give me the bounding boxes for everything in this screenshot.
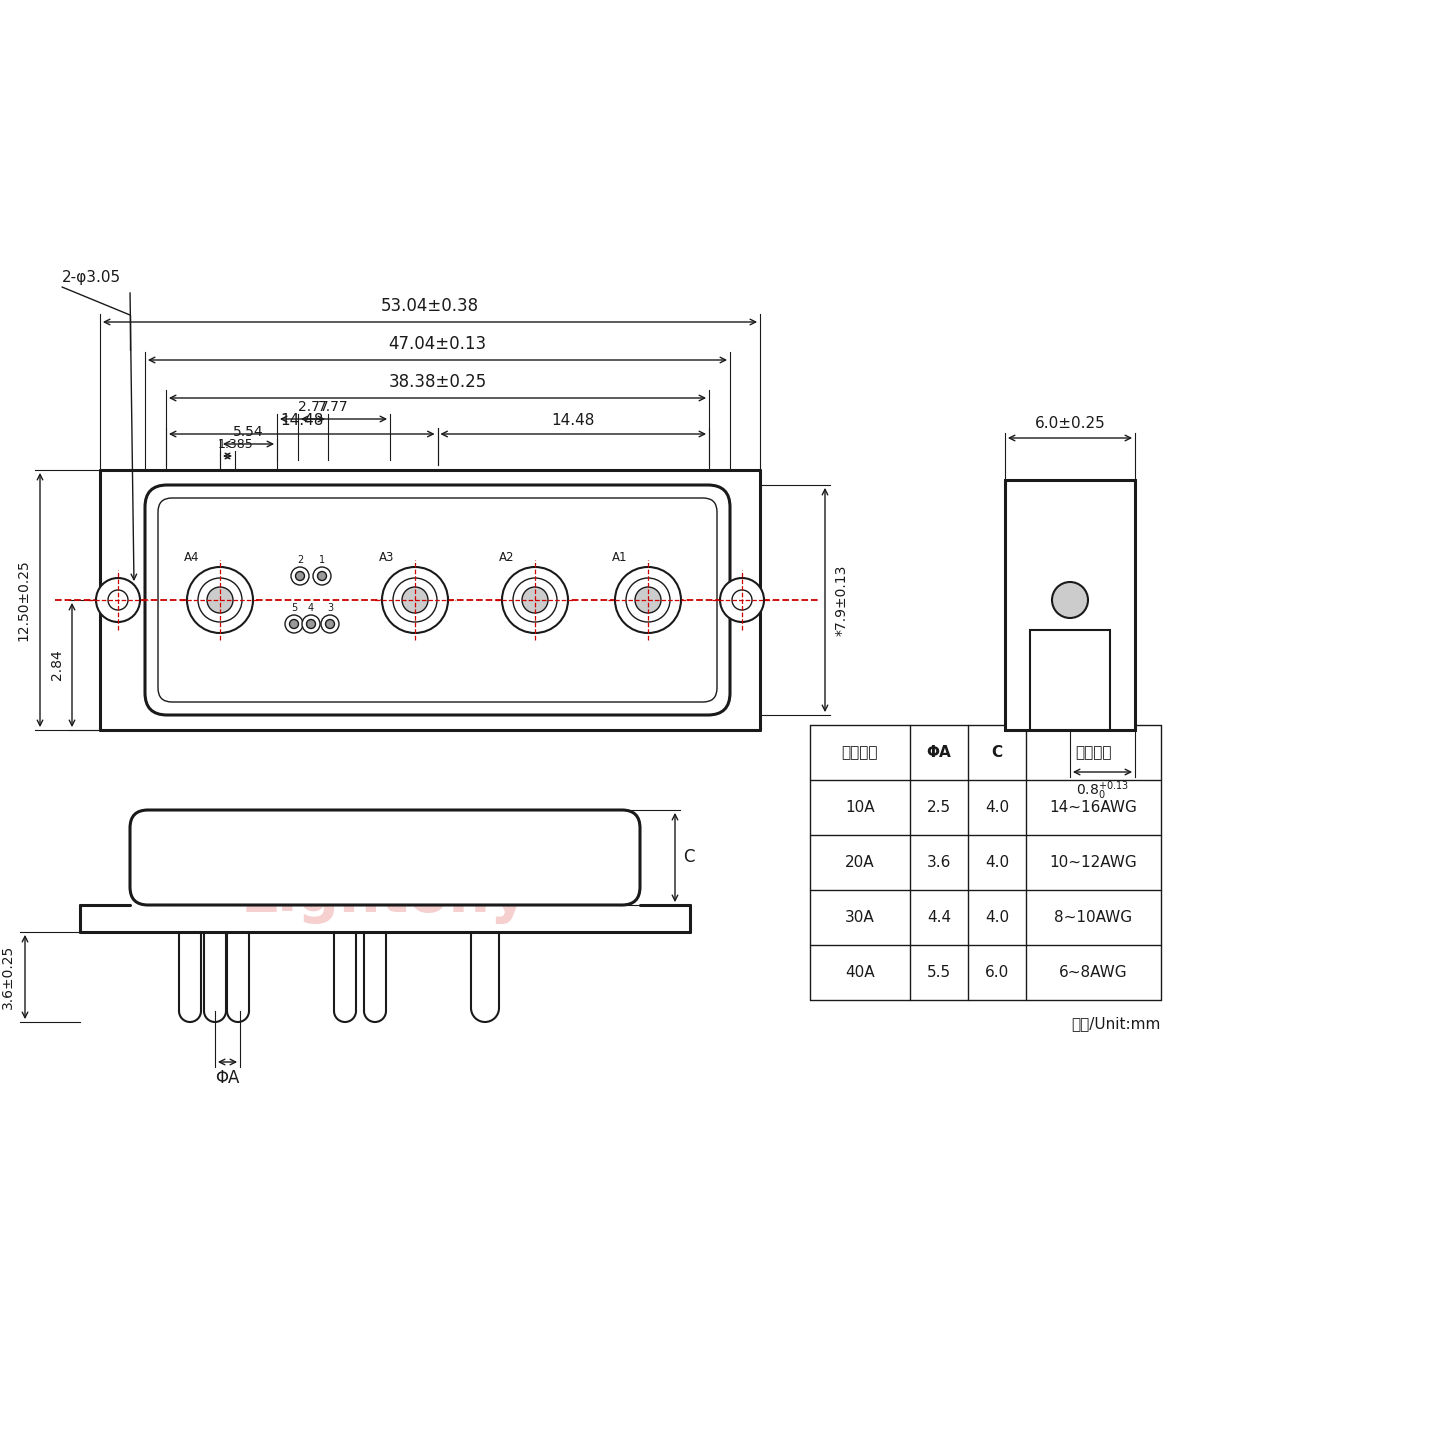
Text: 38.38±0.25: 38.38±0.25 [389,373,487,392]
Text: 2: 2 [297,554,304,564]
Text: 6.0: 6.0 [985,965,1009,981]
Circle shape [393,577,436,622]
Circle shape [321,615,338,634]
Text: 4: 4 [308,603,314,613]
Text: ΦA: ΦA [926,744,952,760]
Text: 53.04±0.38: 53.04±0.38 [382,297,480,315]
Text: 8~10AWG: 8~10AWG [1054,910,1132,924]
Text: 10~12AWG: 10~12AWG [1050,855,1136,870]
Circle shape [626,577,670,622]
Circle shape [295,572,304,580]
Text: 额定电流: 额定电流 [842,744,878,760]
Bar [1030,631,1110,730]
Text: A2: A2 [500,552,514,564]
Circle shape [96,577,140,622]
Circle shape [302,615,320,634]
Text: 3: 3 [327,603,333,613]
Circle shape [503,567,567,634]
Text: 2.5: 2.5 [927,801,950,815]
Text: 30A: 30A [845,910,876,924]
Circle shape [289,619,298,628]
Text: 1: 1 [318,554,325,564]
Text: 4.0: 4.0 [985,855,1009,870]
Text: ΦA: ΦA [216,1068,239,1087]
Text: 3.6±0.25: 3.6±0.25 [1,945,14,1009]
Text: 单位/Unit:mm: 单位/Unit:mm [1071,1017,1161,1031]
Circle shape [285,615,302,634]
Text: Lightony: Lightony [240,867,528,923]
Circle shape [635,588,661,613]
Text: 1.385: 1.385 [217,438,253,451]
Circle shape [521,588,549,613]
Text: 14~16AWG: 14~16AWG [1050,801,1138,815]
Text: 5.54: 5.54 [233,425,264,439]
Text: 5: 5 [291,603,297,613]
Text: 2.84: 2.84 [50,649,63,680]
Text: 47.04±0.13: 47.04±0.13 [389,336,487,353]
Text: 10A: 10A [845,801,876,815]
Text: 4.0: 4.0 [985,910,1009,924]
Text: A3: A3 [379,552,395,564]
Bar [1005,480,1135,730]
Text: 7.77: 7.77 [318,400,348,415]
Circle shape [108,590,128,611]
Circle shape [1053,582,1089,618]
Text: C: C [683,848,694,867]
Text: 2-φ3.05: 2-φ3.05 [62,271,121,285]
Circle shape [402,588,428,613]
Text: A1: A1 [612,552,628,564]
Text: $0.8^{+0.13}_{0}$: $0.8^{+0.13}_{0}$ [1076,779,1129,802]
Circle shape [312,567,331,585]
Text: 6.0±0.25: 6.0±0.25 [1034,416,1106,431]
Text: 5.5: 5.5 [927,965,950,981]
Circle shape [732,590,752,611]
FancyBboxPatch shape [130,809,639,904]
Text: 4.0: 4.0 [985,801,1009,815]
Text: 2.77: 2.77 [298,400,328,415]
Text: 14.48: 14.48 [552,413,595,428]
Circle shape [615,567,681,634]
Circle shape [199,577,242,622]
Circle shape [720,577,765,622]
Circle shape [291,567,310,585]
Circle shape [317,572,327,580]
Text: 14.48: 14.48 [279,413,324,428]
Text: 12.50±0.25: 12.50±0.25 [16,559,30,641]
Circle shape [307,619,315,628]
Text: 4.4: 4.4 [927,910,950,924]
Circle shape [207,588,233,613]
Text: 3.6: 3.6 [927,855,952,870]
Text: C: C [991,744,1002,760]
Text: 20A: 20A [845,855,876,870]
Circle shape [513,577,557,622]
Text: 线材规格: 线材规格 [1074,744,1112,760]
FancyBboxPatch shape [158,498,717,701]
FancyBboxPatch shape [145,485,730,716]
Circle shape [325,619,334,628]
Circle shape [187,567,253,634]
Text: 6~8AWG: 6~8AWG [1058,965,1128,981]
Text: 40A: 40A [845,965,876,981]
Circle shape [382,567,448,634]
Text: A4: A4 [184,552,200,564]
Text: *7.9±0.13: *7.9±0.13 [835,564,850,635]
